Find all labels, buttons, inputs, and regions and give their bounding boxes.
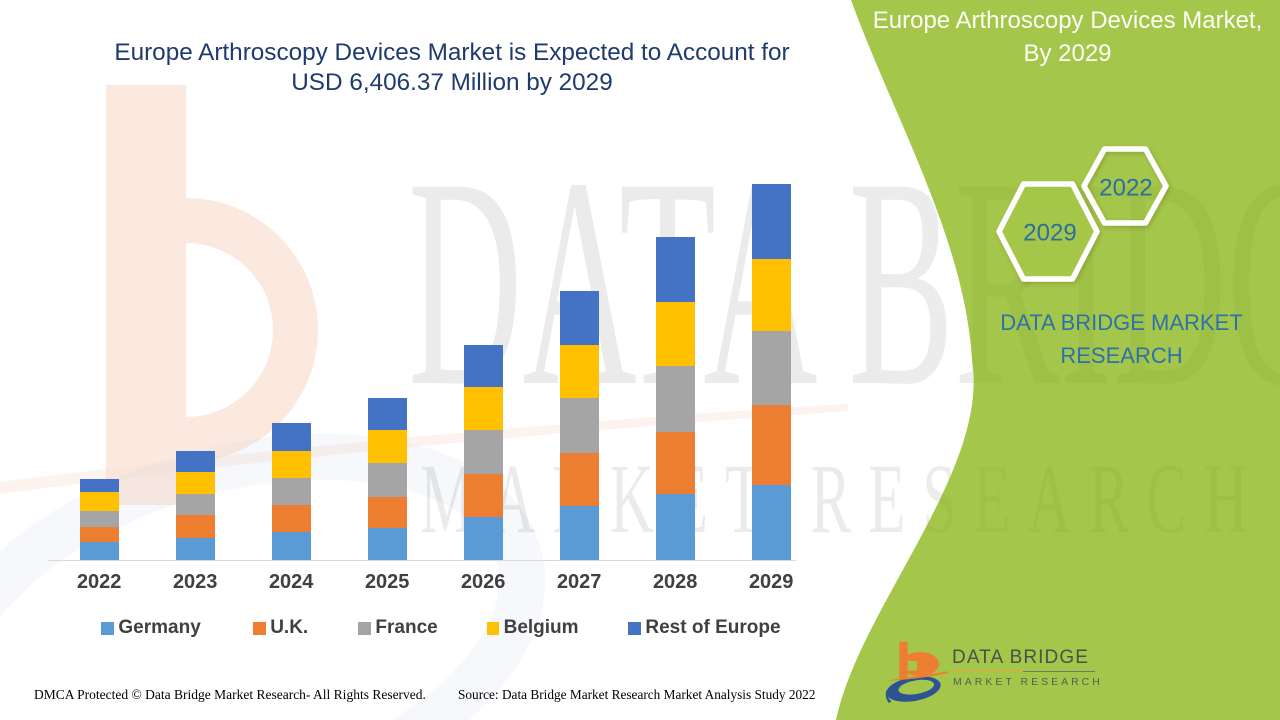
svg-text:2029: 2029: [1023, 220, 1076, 247]
svg-text:2022: 2022: [1099, 175, 1152, 202]
svg-text:MARKET RESEARCH: MARKET RESEARCH: [420, 443, 1265, 554]
